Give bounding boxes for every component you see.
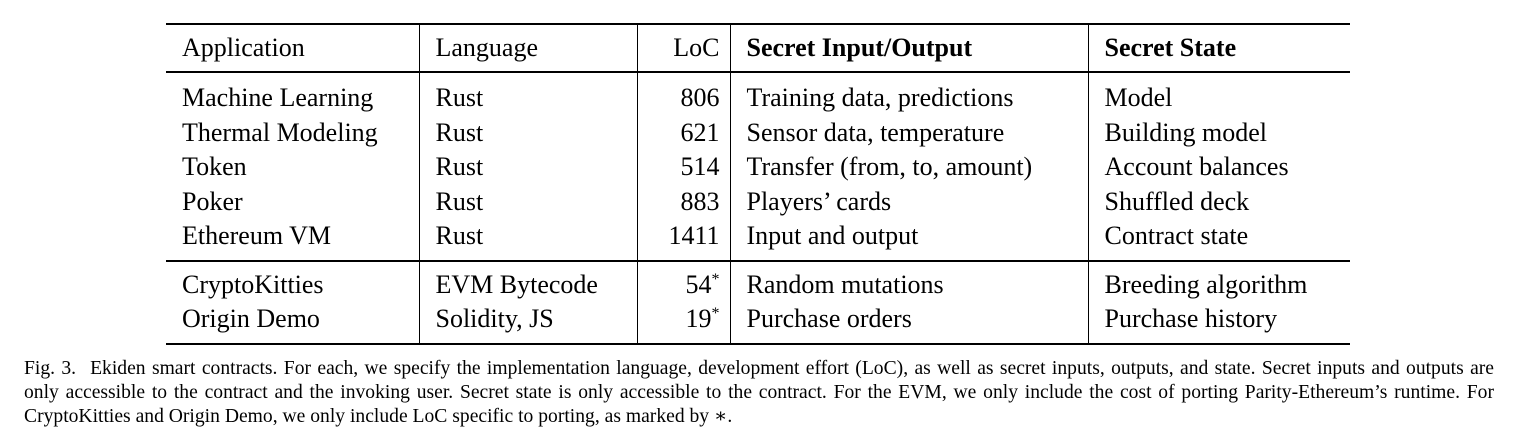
cell-application-text: Ethereum VM [182, 221, 331, 250]
cell-language: Rust [418, 150, 637, 185]
header-language: Language [418, 24, 637, 72]
cell-secret-io-text: Training data, predictions [746, 83, 1014, 112]
cell-loc: 19* [636, 302, 730, 344]
header-secret-state: Secret State [1087, 24, 1350, 72]
cell-language: Rust [418, 115, 637, 150]
cell-secret-state-text: Model [1104, 83, 1173, 112]
cell-language: Solidity, JS [418, 302, 637, 344]
cell-language: Rust [418, 72, 637, 116]
cell-secret-io: Transfer (from, to, amount) [729, 150, 1088, 185]
figure-caption: Fig. 3. Ekiden smart contracts. For each,… [24, 357, 1494, 429]
cell-application: Ethereum VM [166, 219, 419, 261]
header-row: Application Language LoC Secret Input/Ou… [166, 24, 1350, 72]
cell-loc-text: 1411 [668, 221, 720, 250]
cell-loc: 621 [636, 115, 730, 150]
cell-language-text: Rust [435, 186, 484, 216]
cell-application-text: Origin Demo [182, 304, 320, 333]
cell-application-text: Thermal Modeling [182, 117, 378, 147]
table-row: Machine Learning Rust 806 Training data, pr… [166, 72, 1350, 116]
cell-language-text: Rust [435, 117, 484, 147]
cell-loc: 806 [636, 72, 730, 116]
contracts-table-container: Application Language LoC Secret Input/Ou… [166, 23, 1350, 345]
cell-secret-state: Account balances [1087, 150, 1350, 185]
cell-language: Rust [418, 219, 637, 261]
cell-secret-io-text: Players’ cards [746, 186, 892, 216]
porting-marker: * [711, 270, 720, 288]
cell-secret-state: Building model [1087, 115, 1350, 150]
cell-language-text: Rust [435, 152, 484, 181]
cell-loc-text: 621 [680, 117, 720, 147]
cell-loc-text: 806 [680, 83, 720, 112]
cell-secret-state-text: Breeding algorithm [1104, 269, 1308, 299]
cell-application: Origin Demo [166, 302, 419, 344]
cell-secret-state: Model [1087, 72, 1350, 116]
figure-label: Fig. 3. [24, 358, 77, 379]
cell-loc: 54* [636, 260, 730, 302]
header-secret-io: Secret Input/Output [729, 24, 1088, 72]
cell-loc: 1411 [636, 219, 730, 261]
table-row: Poker Rust 883 Players’ cards Shuffled deck [166, 184, 1350, 220]
cell-language-text: Solidity, JS [435, 304, 554, 333]
table-row: Thermal Modeling Rust 621 Sensor data, temp… [166, 115, 1350, 151]
cell-language-text: EVM Bytecode [435, 269, 598, 299]
cell-secret-io: Random mutations [729, 260, 1088, 302]
cell-secret-io: Training data, predictions [729, 72, 1088, 116]
table-row: CryptoKitties EVM Bytecode 54* Random mutat… [166, 260, 1350, 303]
cell-secret-state-text: Contract state [1104, 221, 1249, 250]
cell-application-text: CryptoKitties [182, 269, 324, 299]
cell-loc-text: 19 [685, 304, 712, 333]
caption-text: Ekiden smart contracts. For each, we spe… [24, 358, 1494, 427]
table-header: Application Language LoC Secret Input/Ou… [166, 24, 1350, 72]
cell-loc-text: 883 [680, 186, 720, 216]
cell-secret-state: Breeding algorithm [1087, 260, 1350, 302]
cell-application: Thermal Modeling [166, 116, 419, 151]
cell-language: Rust [418, 184, 637, 219]
cell-secret-io-text: Sensor data, temperature [746, 117, 1005, 147]
cell-secret-state: Purchase history [1087, 302, 1350, 344]
header-application: Application [182, 33, 305, 62]
table-row: Origin Demo Solidity, JS 19* Purchase order… [166, 302, 1350, 344]
table-row: Token Rust 514 Transfer (from, to, amount) A… [166, 150, 1350, 185]
cell-secret-state-text: Purchase history [1104, 304, 1278, 333]
cell-language-text: Rust [435, 83, 484, 112]
cell-application: CryptoKitties [166, 261, 419, 303]
contracts-table: Application Language LoC Secret Input/Ou… [166, 23, 1350, 345]
cell-secret-state: Contract state [1087, 219, 1350, 261]
cell-secret-state: Shuffled deck [1087, 184, 1350, 219]
cell-application: Machine Learning [166, 72, 419, 116]
cell-secret-io: Input and output [729, 219, 1088, 261]
cell-secret-io-text: Purchase orders [746, 304, 912, 333]
cell-secret-io: Sensor data, temperature [729, 115, 1088, 150]
cell-secret-io-text: Input and output [746, 221, 919, 250]
cell-application-text: Poker [182, 186, 243, 216]
cell-application: Token [166, 150, 419, 185]
cell-loc-text: 54 [685, 269, 712, 299]
cell-application-text: Machine Learning [182, 83, 374, 112]
cell-language-text: Rust [435, 221, 484, 250]
cell-loc: 883 [636, 184, 730, 219]
cell-secret-state-text: Account balances [1104, 152, 1289, 181]
cell-loc-text: 514 [680, 152, 720, 181]
cell-loc: 514 [636, 150, 730, 185]
cell-secret-io-text: Random mutations [746, 269, 944, 299]
cell-secret-io: Players’ cards [729, 184, 1088, 219]
cell-application-text: Token [182, 152, 247, 181]
cell-secret-io: Purchase orders [729, 302, 1088, 344]
cell-application: Poker [166, 185, 419, 220]
header-loc: LoC [636, 24, 730, 72]
cell-language: EVM Bytecode [418, 260, 637, 302]
table-group-ported: CryptoKitties EVM Bytecode 54* Random mutat… [166, 260, 1350, 344]
cell-secret-state-text: Shuffled deck [1104, 186, 1250, 216]
table-group-rust: Machine Learning Rust 806 Training data, pr… [166, 72, 1350, 261]
cell-secret-io-text: Transfer (from, to, amount) [746, 152, 1033, 181]
table-row: Ethereum VM Rust 1411 Input and output Contr… [166, 219, 1350, 261]
porting-marker: * [711, 305, 720, 322]
cell-secret-state-text: Building model [1104, 117, 1268, 147]
